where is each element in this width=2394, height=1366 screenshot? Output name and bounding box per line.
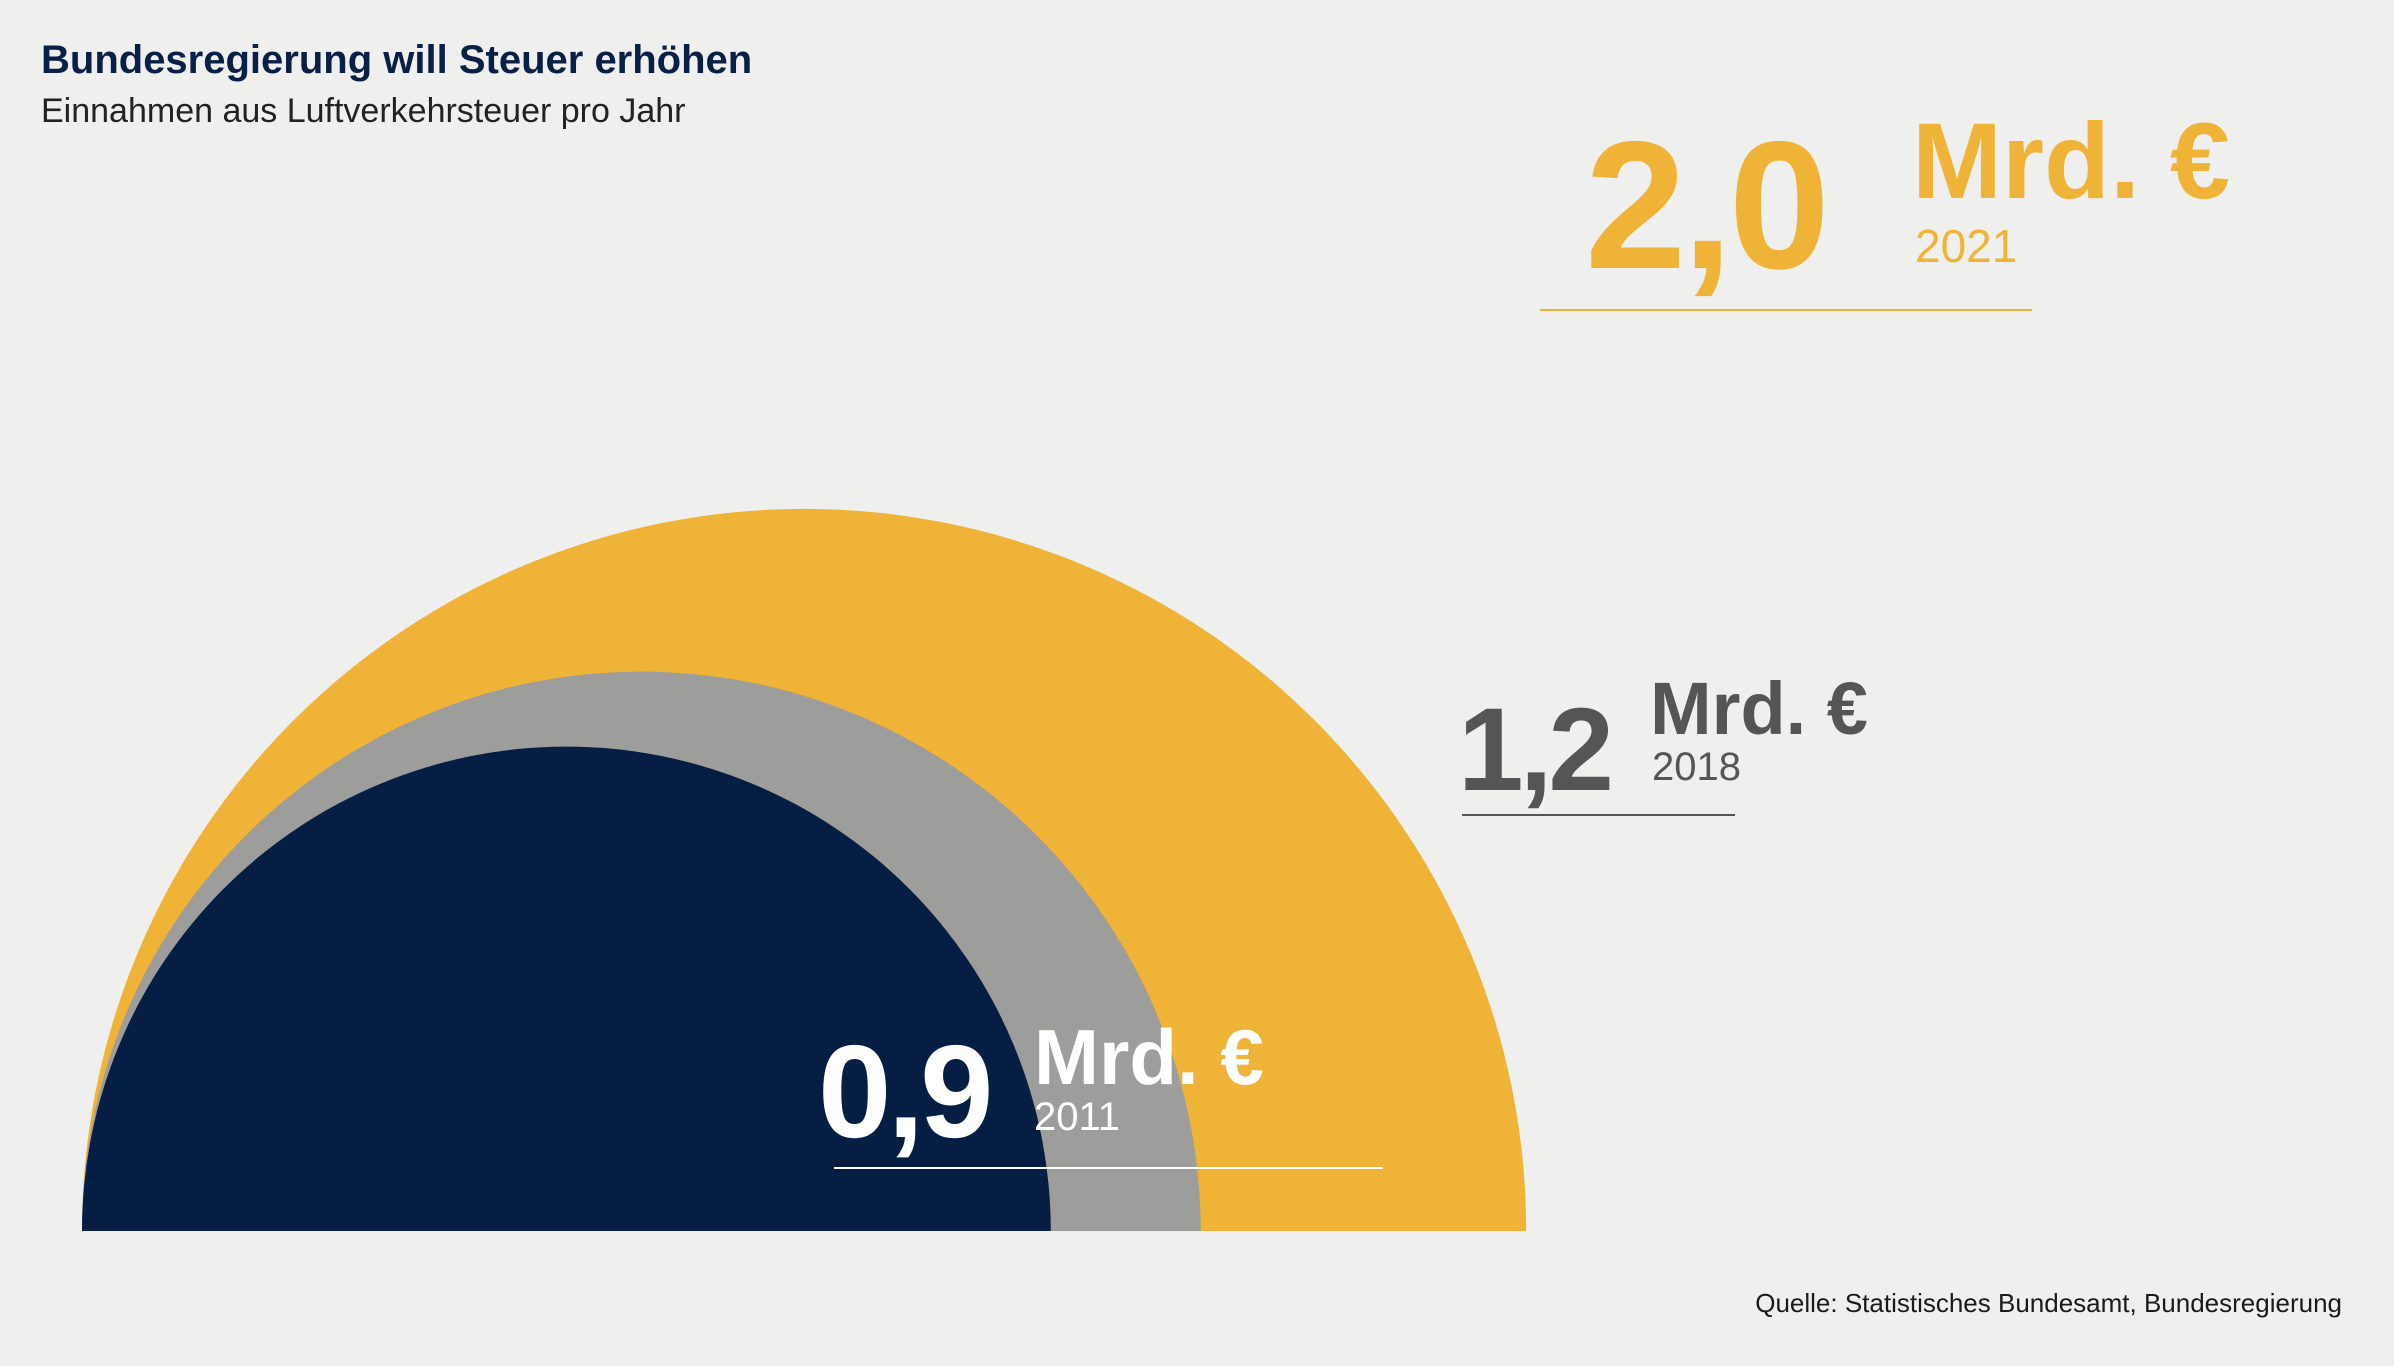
unit-label-2018: Mrd. €: [1650, 667, 1868, 750]
value-label-2018: 1,2: [1458, 684, 1610, 816]
chart-subtitle: Einnahmen aus Luftverkehrsteuer pro Jahr: [41, 92, 686, 130]
unit-label-2021: Mrd. €: [1912, 100, 2230, 221]
source-note: Quelle: Statistisches Bundesamt, Bundesr…: [1755, 1288, 2342, 1318]
value-label-2021: 2,0: [1585, 103, 1826, 307]
year-label-2021: 2021: [1915, 220, 2017, 272]
value-label-2011: 0,9: [818, 1018, 990, 1165]
label-group-2011: 0,9 Mrd. €2011: [818, 1013, 1383, 1169]
chart-title: Bundesregierung will Steuer erhöhen: [41, 38, 753, 82]
arcs-layer: [82, 508, 1527, 1231]
year-label-2018: 2018: [1652, 745, 1741, 789]
arc-2011: [82, 746, 1051, 1231]
label-group-2018: 1,2 Mrd. €2018: [1458, 667, 1868, 816]
unit-label-2011: Mrd. €: [1034, 1013, 1264, 1101]
year-label-2011: 2011: [1034, 1095, 1120, 1139]
label-group-2021: 2,0 Mrd. €2021: [1540, 100, 2230, 311]
